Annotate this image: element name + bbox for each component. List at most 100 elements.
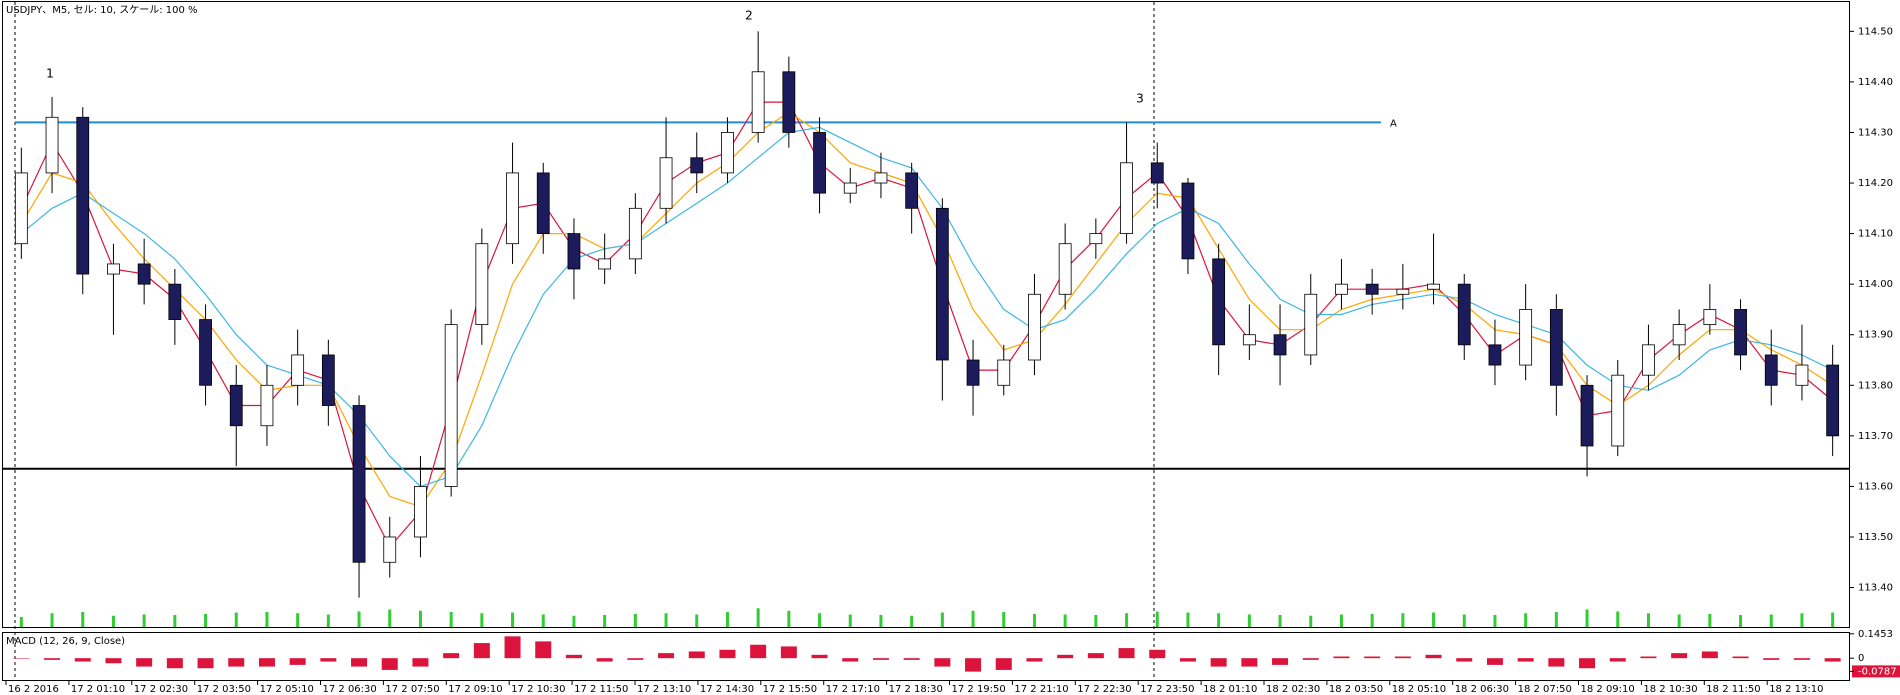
x-tick-label: 17 2 06:30 [323, 684, 377, 695]
macd-bar [688, 651, 705, 659]
candle-body [536, 172, 550, 234]
volume-bar [142, 614, 146, 627]
macd-bar [1241, 658, 1258, 667]
volume-bar [940, 612, 944, 627]
candle-body [475, 243, 489, 326]
candle-body [1795, 364, 1809, 386]
x-tick-label: 18 2 07:50 [1518, 684, 1572, 695]
x-tick-label: 17 2 19:50 [952, 684, 1006, 695]
candle-body [935, 207, 949, 361]
candle-body [1826, 364, 1840, 437]
macd-bar [1302, 658, 1319, 660]
volume-bar [1432, 612, 1436, 627]
candle-body [45, 116, 59, 174]
candle-body [1120, 162, 1133, 234]
volume-bar [1462, 614, 1466, 627]
macd-bar [903, 658, 920, 660]
macd-bar [1701, 651, 1718, 659]
candle-body [1212, 258, 1226, 346]
macd-bar [381, 658, 398, 670]
volume-bar [357, 611, 361, 627]
volume-bar [1831, 612, 1835, 627]
volume-bar [1493, 615, 1497, 627]
macd-bar [780, 646, 797, 659]
x-tick-label: 17 2 01:10 [71, 684, 125, 695]
x-tick-label: 17 2 23:50 [1140, 684, 1194, 695]
candle-body [1457, 283, 1471, 346]
volume-bar [1094, 615, 1098, 627]
macd-bar [658, 653, 675, 659]
candle-body [1242, 334, 1256, 346]
candle-body [1273, 334, 1287, 356]
volume-bar [1677, 614, 1681, 627]
macd-bar [351, 658, 368, 667]
candle-body [598, 258, 612, 270]
macd-bar [627, 658, 644, 660]
volume-bar [787, 610, 791, 627]
candle-body [813, 132, 826, 194]
macd-panel [2, 632, 1850, 681]
macd-bar [1026, 658, 1043, 662]
candle-body [1580, 384, 1594, 447]
volume-bar [756, 608, 760, 627]
macd-bar [535, 641, 552, 659]
macd-bar [1824, 658, 1841, 662]
volume-bar [1800, 613, 1804, 627]
volume-bar [1524, 613, 1528, 627]
macd-bar [412, 658, 429, 667]
x-tick-label: 17 2 17:10 [826, 684, 880, 695]
annotation: 3 [1136, 92, 1144, 106]
candle-body [874, 172, 888, 184]
volume-bar [173, 615, 177, 627]
volume-bar [572, 615, 576, 627]
candle-body [628, 207, 642, 260]
x-tick-label: 18 2 09:10 [1581, 684, 1635, 695]
candle-body [1734, 309, 1747, 356]
macd-bar [289, 658, 306, 665]
macd-bar [1425, 654, 1442, 659]
volume-bar [603, 615, 607, 627]
x-tick-label: 18 2 03:50 [1329, 684, 1383, 695]
volume-bar [971, 610, 975, 627]
y-tick-label: 114.40 [1858, 77, 1893, 88]
volume-bar [664, 613, 668, 627]
candle-body [291, 354, 305, 386]
macd-bar [473, 643, 490, 659]
candle-body [1028, 293, 1041, 361]
volume-bar [1032, 614, 1036, 627]
candle-body [966, 359, 980, 386]
volume-bar [848, 614, 852, 627]
macd-bar [1671, 653, 1688, 659]
candle-body [1181, 182, 1195, 260]
macd-bar [1333, 656, 1350, 659]
macd-bar [1364, 656, 1381, 659]
x-tick-label: 17 2 13:10 [637, 684, 691, 695]
volume-bar [265, 612, 269, 627]
x-tick-label: 17 2 22:30 [1077, 684, 1131, 695]
macd-bar [811, 654, 828, 659]
candle-body [1089, 233, 1103, 245]
macd-bar [74, 658, 91, 662]
x-tick-label: 17 2 02:30 [134, 684, 188, 695]
macd-title: MACD (12, 26, 9, Close) [6, 636, 125, 647]
macd-bar [995, 658, 1012, 670]
y-tick-label: 113.80 [1858, 380, 1893, 391]
volume-bar [1278, 615, 1282, 627]
main-panel [2, 1, 1850, 628]
volume-bar [449, 612, 453, 627]
candle-body [1427, 283, 1440, 290]
candle-body [1703, 309, 1717, 326]
y-tick-label: 113.90 [1858, 330, 1893, 341]
candle-body [1365, 283, 1379, 295]
annotation: 1 [46, 67, 54, 81]
candle-body [383, 536, 397, 563]
volume-bar [879, 615, 883, 627]
macd-bar [443, 653, 460, 659]
volume-bar [633, 614, 637, 627]
candle-body [721, 132, 734, 174]
volume-bar [1554, 612, 1558, 627]
candle-body [321, 354, 335, 406]
macd-bar [1272, 658, 1289, 665]
macd-bar [1517, 658, 1534, 662]
